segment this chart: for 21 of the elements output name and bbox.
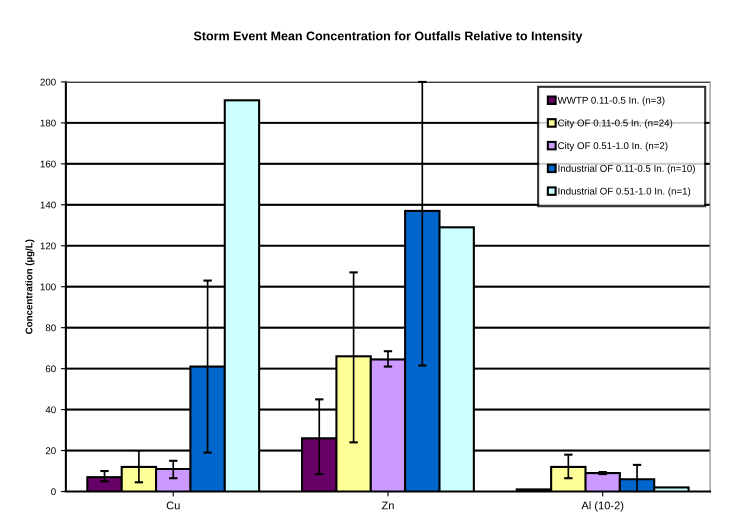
y-tick-label: 80: [46, 324, 56, 332]
legend-label: Industrial OF 0.11-0.5 In. (n=10): [558, 164, 695, 174]
legend-label: City OF 0.51-1.0 In. (n=2): [558, 142, 668, 152]
legend-label: Industrial OF 0.51-1.0 In. (n=1): [558, 187, 690, 197]
x-tick-label: Cu: [166, 502, 180, 510]
y-tick-label: 60: [46, 365, 56, 372]
y-tick-label: 200: [40, 78, 56, 86]
y-tick-label: 160: [40, 160, 56, 168]
x-tick-label: Al (10-2): [581, 501, 624, 512]
y-tick-label: 180: [40, 120, 56, 126]
y-tick-label: 120: [40, 242, 56, 250]
y-tick-label: 100: [40, 283, 56, 290]
x-tick-label: Zn: [382, 502, 394, 510]
y-axis-title: Concentration (µg/L): [25, 240, 34, 334]
legend-label: WWTP 0.11-0.5 In. (n=3): [558, 96, 664, 106]
y-tick-label: 0: [51, 488, 56, 496]
y-tick-label: 140: [40, 202, 56, 208]
y-tick-label: 40: [46, 406, 56, 414]
y-tick-label: 20: [46, 447, 56, 454]
legend-label: City OF 0.11-0.5 In. (n=24): [558, 119, 672, 128]
chart-title: Storm Event Mean Concentration for Outfalls Relative to Intensity: [194, 31, 582, 43]
